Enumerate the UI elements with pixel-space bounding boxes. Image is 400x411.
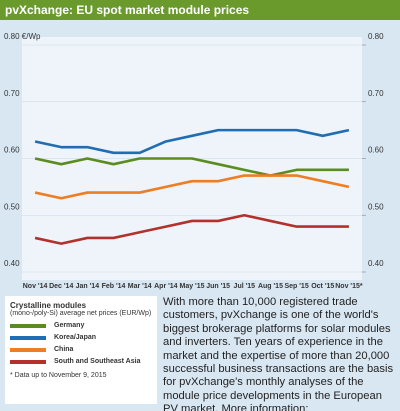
legend-swatch — [10, 359, 46, 364]
series-line — [34, 213, 349, 245]
y2-tick-label: 0.60 — [368, 146, 384, 155]
y2-tick-label: 0.80 — [368, 32, 384, 41]
description: With more than 10,000 registered trade c… — [163, 296, 394, 411]
x-tick-label: Nov '15* — [335, 283, 363, 290]
legend-item: China — [10, 346, 152, 353]
series-line — [34, 128, 350, 155]
legend-item: Germany — [10, 322, 152, 329]
y2-tick-label: 0.50 — [368, 202, 384, 211]
x-tick-label: Dec '14 — [49, 283, 73, 290]
x-tick-label: Mar '14 — [128, 283, 152, 290]
series-line — [34, 157, 349, 177]
legend-item: Korea/Japan — [10, 334, 152, 341]
x-tick-label: Nov '14 — [23, 283, 48, 290]
x-tick-label: Feb '14 — [102, 283, 126, 290]
footnote: * Data up to November 9, 2015 — [10, 372, 107, 379]
series-line — [34, 174, 350, 200]
x-tick-label: Jun '15 — [206, 283, 230, 290]
x-tick-label: May '15 — [179, 283, 204, 290]
legend-swatch — [10, 323, 46, 328]
y2-tick-label: 0.40 — [368, 259, 384, 268]
legend: Crystalline modules (mono-/poly-Si) aver… — [5, 296, 157, 404]
chart: 0.80 €/Wp 0.70 0.60 0.50 0.40 0.80 0.70 0.60 0.5… — [4, 32, 384, 290]
legend-subtitle: (mono-/poly-Si) average net prices (EUR/… — [10, 310, 152, 317]
legend-label: China — [54, 346, 74, 353]
legend-label: Korea/Japan — [54, 334, 97, 341]
y-tick-label: 0.40 — [4, 259, 20, 268]
chart-title: pvXchange: EU spot market module prices — [0, 0, 400, 20]
x-tick-label: Oct '15 — [311, 283, 334, 290]
legend-item: South and Southeast Asia — [10, 358, 152, 365]
y-tick-label: 0.80 €/Wp — [4, 32, 41, 41]
x-tick-label: Sep '15 — [284, 283, 308, 290]
y2-tick-label: 0.70 — [368, 89, 384, 98]
legend-label: Germany — [54, 322, 85, 329]
legend-swatch — [10, 335, 46, 340]
legend-swatch — [10, 347, 46, 352]
legend-rows: Germany Korea/Japan China South and Southea… — [10, 322, 152, 365]
x-tick-label: Aug '15 — [258, 283, 283, 290]
x-tick-label: Jan '14 — [76, 283, 100, 290]
x-tick-label: Apr '14 — [154, 283, 178, 290]
y-tick-label: 0.50 — [4, 202, 20, 211]
x-tick-label: Jul '15 — [234, 283, 256, 290]
y-tick-label: 0.60 — [4, 146, 20, 155]
legend-label: South and Southeast Asia — [54, 358, 141, 365]
legend-title: Crystalline modules — [10, 301, 87, 310]
y-tick-label: 0.70 — [4, 89, 20, 98]
